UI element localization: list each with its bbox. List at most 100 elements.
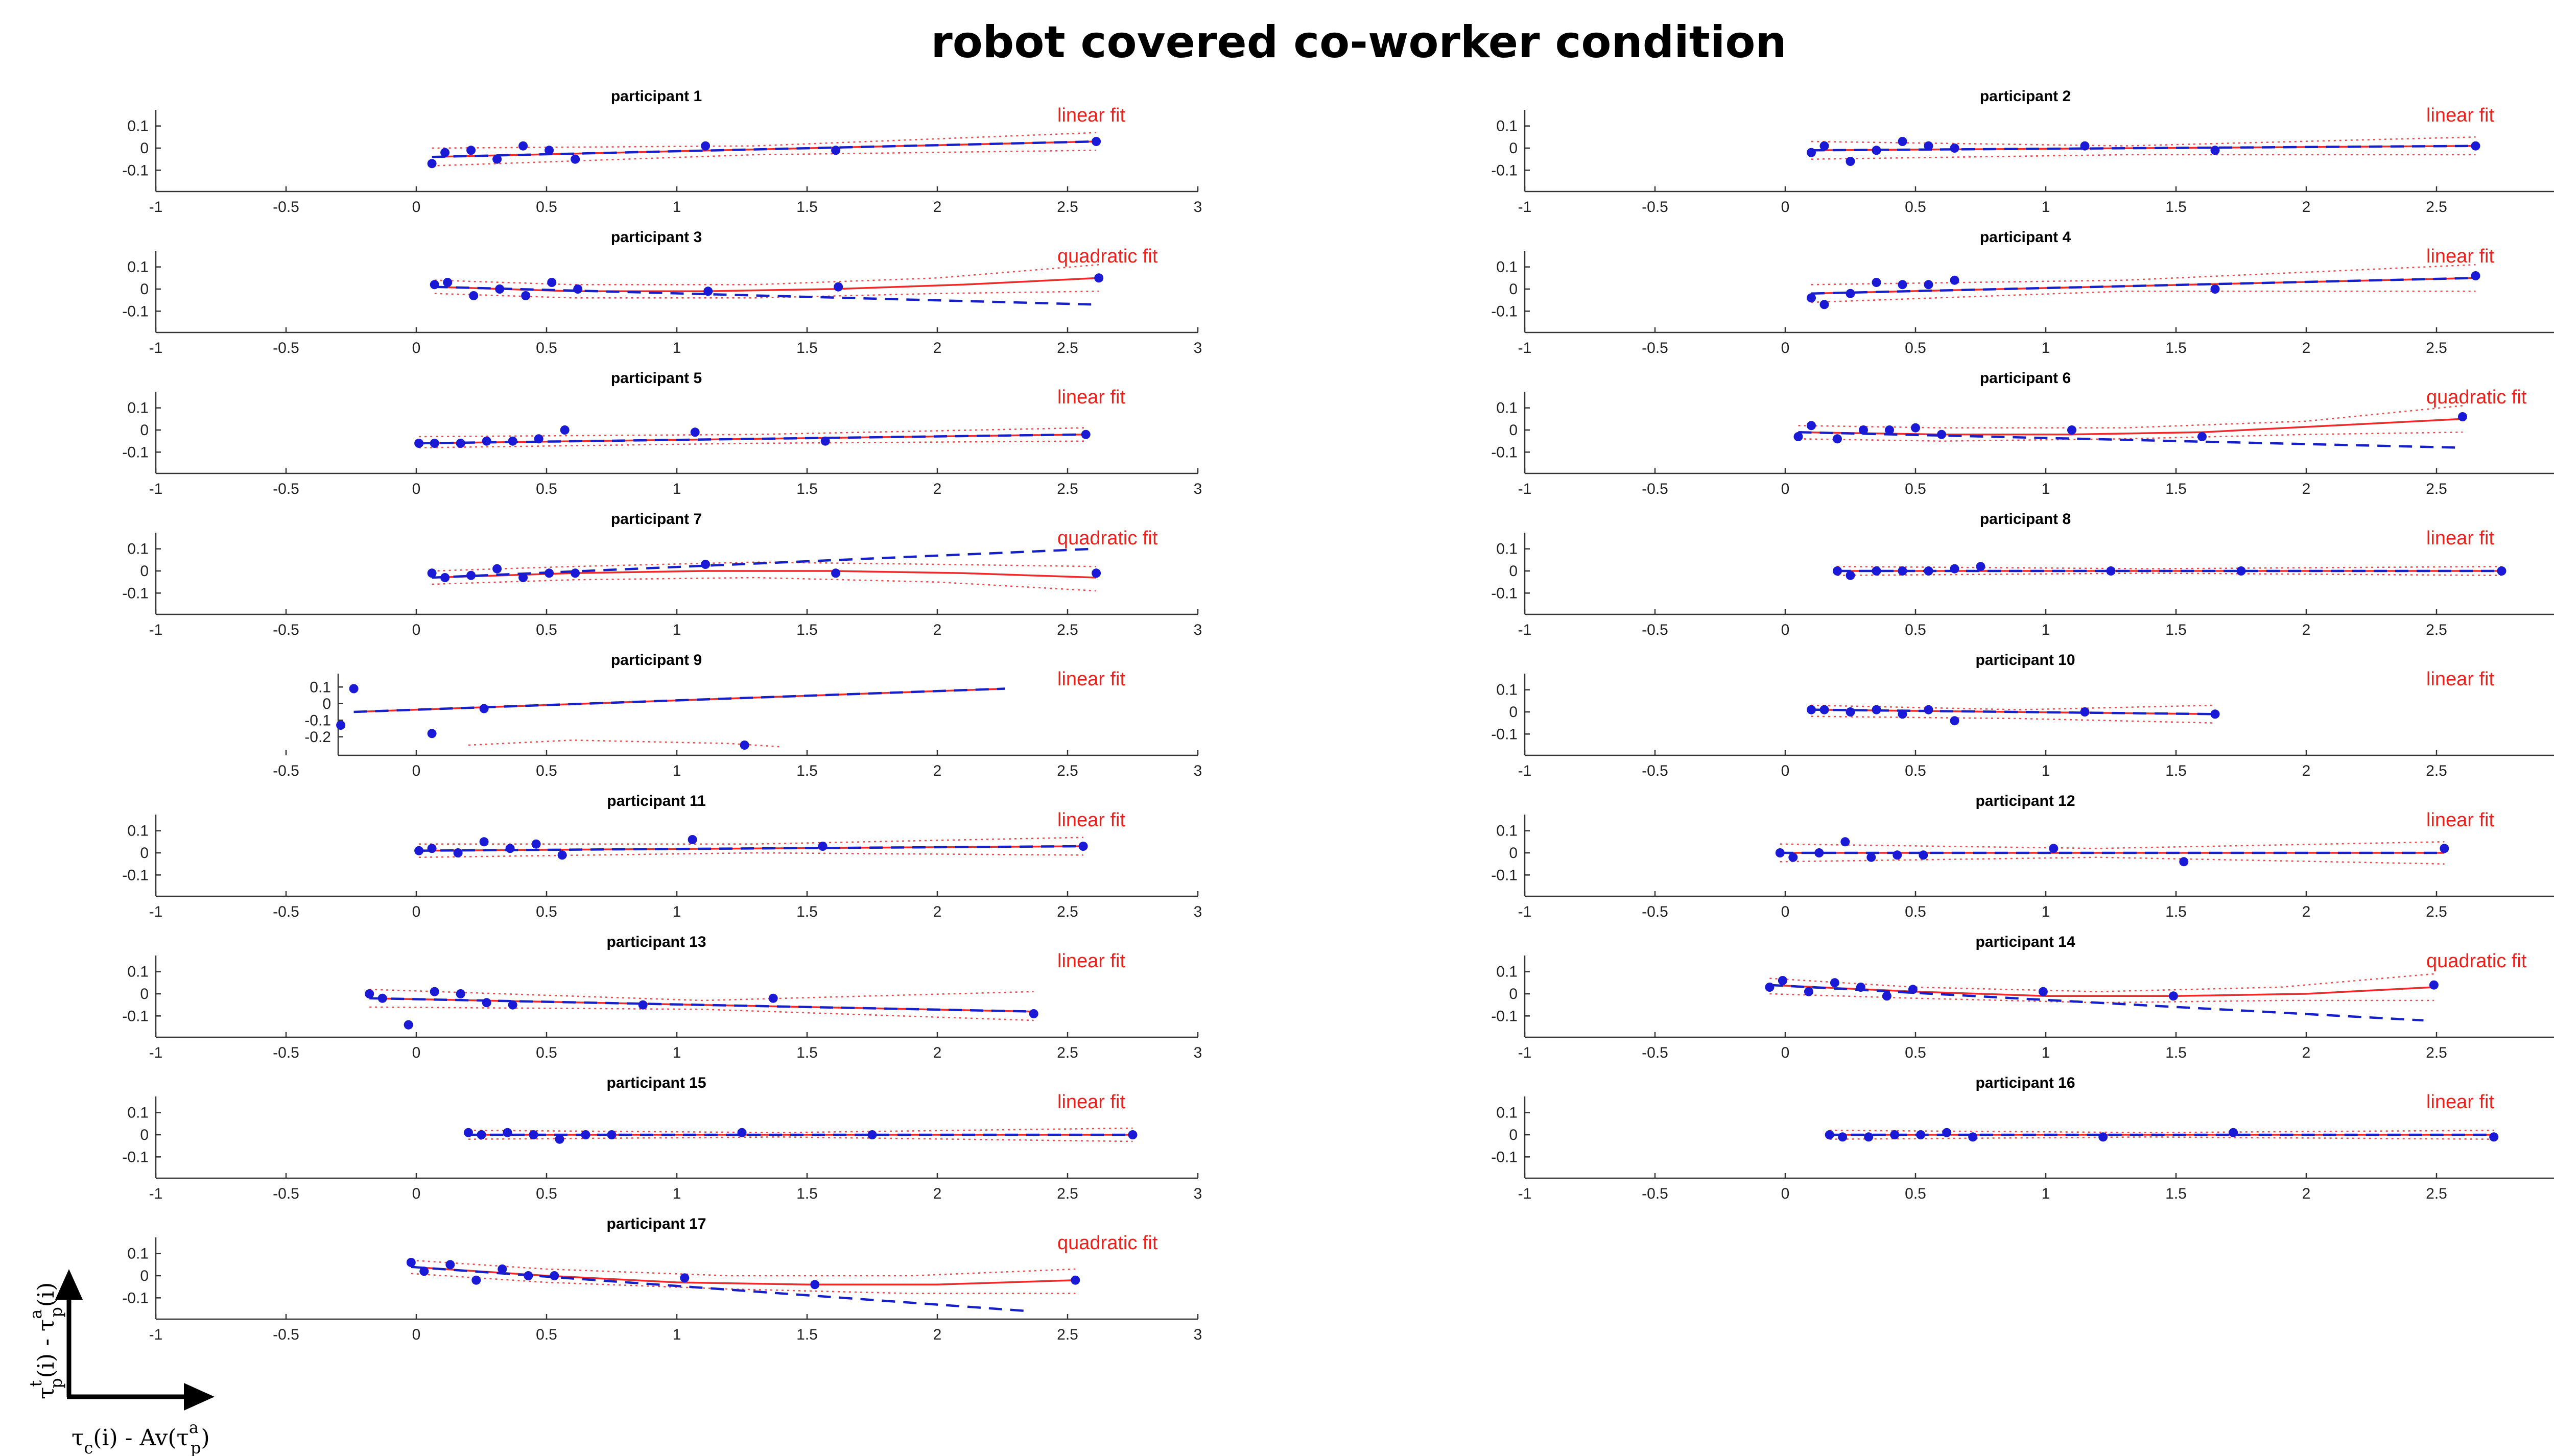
x-tick-label: -0.5 — [1642, 199, 1668, 216]
x-tick-label: 3 — [1194, 199, 1202, 216]
y-tick-label: 0.1 — [127, 823, 149, 840]
data-point — [1898, 709, 1907, 719]
x-tick-label: 1 — [673, 1326, 681, 1343]
confidence-band-upper — [468, 1127, 1133, 1134]
data-point — [701, 141, 711, 151]
x-tick-label: 2 — [933, 903, 942, 920]
data-point — [1864, 1132, 1874, 1142]
data-point — [1846, 157, 1855, 166]
data-point — [2429, 980, 2439, 990]
x-tick-label: 1.5 — [796, 622, 818, 638]
legend-x-label: τc(i) - Av(τa p) — [72, 1418, 210, 1456]
x-tick-label: 0 — [1781, 1044, 1790, 1061]
panel-title: participant 14 — [1975, 934, 2075, 950]
x-tick-label: 3 — [1194, 622, 1202, 638]
linear-trend-line — [1769, 984, 2424, 1022]
y-tick-label: 0 — [140, 845, 149, 862]
data-point — [1924, 280, 1933, 290]
x-tick-label: 2.5 — [1057, 622, 1078, 638]
x-tick-label: 2.5 — [2426, 762, 2447, 779]
data-point — [2497, 566, 2506, 576]
y-tick-label: 0 — [1509, 281, 1518, 298]
y-tick-label: 0.1 — [1496, 259, 1518, 276]
data-point — [1872, 146, 1881, 155]
x-tick-label: 0 — [412, 340, 421, 356]
x-tick-label: 2.5 — [2426, 622, 2447, 638]
legend-y-sub2: p — [46, 1307, 66, 1317]
fit-type-label: quadratic fit — [2426, 950, 2527, 972]
data-point — [555, 1134, 564, 1144]
x-tick-label: -1 — [1518, 622, 1532, 638]
x-tick-label: -0.5 — [1642, 481, 1668, 497]
participant-panel: participant 12-1-0.500.511.522.530.10-0.… — [1491, 793, 2554, 920]
data-point — [1094, 273, 1104, 283]
data-point — [2179, 857, 2189, 867]
data-point — [518, 141, 528, 151]
data-point — [1819, 705, 1829, 714]
data-point — [1819, 300, 1829, 309]
data-point — [545, 146, 554, 155]
participant-panel: participant 16-1-0.500.511.522.530.10-0.… — [1491, 1075, 2554, 1202]
x-tick-label: 3 — [1194, 1044, 1202, 1061]
confidence-band-upper — [434, 264, 1099, 285]
data-point — [1942, 1128, 1952, 1137]
data-point — [482, 998, 491, 1008]
participant-panel: participant 4-1-0.500.511.522.530.10-0.1… — [1491, 229, 2554, 356]
y-tick-label: 0 — [1509, 704, 1518, 721]
x-tick-label: 1 — [2042, 622, 2050, 638]
confidence-band-lower — [1829, 1136, 2494, 1140]
y-tick-label: 0.1 — [127, 400, 149, 417]
panel-title: participant 10 — [1975, 652, 2075, 669]
y-tick-label: -0.1 — [122, 303, 149, 320]
y-tick-label: -0.1 — [304, 712, 331, 729]
data-point — [1919, 850, 1928, 860]
y-tick-label: -0.2 — [304, 729, 331, 746]
fit-type-label: linear fit — [2426, 1091, 2494, 1113]
data-point — [2471, 271, 2480, 280]
panel-title: participant 13 — [606, 934, 706, 950]
x-tick-label: 0.5 — [1905, 1185, 1926, 1202]
panel-title: participant 16 — [1975, 1075, 2075, 1091]
participant-panel: participant 15 -1 -0.5 0 0.5 1 1.5 2 2.5 3 0.1 0 -0.… — [122, 1075, 1202, 1202]
x-tick-label: -1 — [149, 199, 163, 216]
x-tick-label: -0.5 — [273, 903, 299, 920]
x-tick-label: 0.5 — [536, 340, 557, 356]
x-tick-label: 2.5 — [2426, 1044, 2447, 1061]
x-tick-label: 1 — [673, 622, 681, 638]
data-point — [1968, 1132, 1978, 1142]
y-tick-label: -0.1 — [1491, 1008, 1518, 1024]
panel-title: participant 11 — [607, 793, 705, 809]
data-point — [2106, 566, 2116, 576]
participant-panel: participant 2-1-0.500.511.522.530.10-0.1… — [1491, 88, 2554, 216]
x-tick-label: 1 — [2042, 903, 2050, 920]
x-tick-label: -1 — [149, 340, 163, 356]
x-tick-label: 2.5 — [1057, 199, 1078, 216]
data-point — [1788, 852, 1798, 862]
data-point — [2458, 412, 2467, 421]
fit-type-label: linear fit — [2426, 669, 2494, 690]
x-tick-label: 1 — [673, 1185, 681, 1202]
x-tick-label: -1 — [149, 1326, 163, 1343]
confidence-band-upper — [1798, 405, 2463, 428]
confidence-band-lower — [434, 291, 1099, 299]
confidence-band-lower — [1811, 154, 2476, 160]
data-point — [2197, 432, 2207, 441]
y-tick-label: -0.1 — [122, 1290, 149, 1306]
linear-trend-line — [434, 285, 1094, 306]
y-tick-label: 0.1 — [1496, 400, 1518, 417]
x-tick-label: 1.5 — [2165, 1044, 2187, 1061]
data-point — [495, 284, 505, 294]
panel-title: participant 4 — [1980, 229, 2071, 246]
data-point — [469, 291, 479, 300]
data-point — [701, 560, 711, 569]
x-tick-label: 2.5 — [1057, 762, 1078, 779]
legend-x-base: τ — [72, 1425, 84, 1451]
y-tick-label: -0.1 — [1491, 1149, 1518, 1165]
data-point — [690, 427, 700, 437]
confidence-band-lower — [468, 1136, 1133, 1142]
legend-y-sup2: a — [26, 1309, 45, 1319]
x-tick-label: -0.5 — [273, 340, 299, 356]
x-tick-label: 1.5 — [2165, 1185, 2187, 1202]
x-tick-label: 1.5 — [2165, 903, 2187, 920]
